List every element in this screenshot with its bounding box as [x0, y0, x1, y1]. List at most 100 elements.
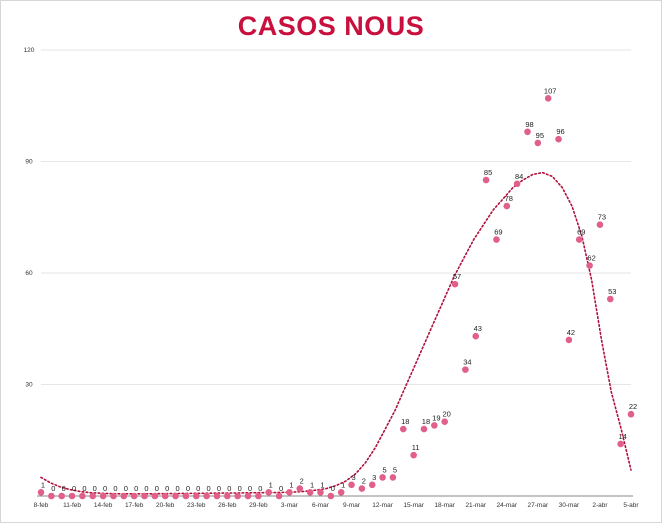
data-label: 1: [289, 480, 293, 489]
data-point: [627, 410, 635, 418]
data-point: [130, 492, 138, 500]
data-label: 1: [269, 480, 273, 489]
data-point: [534, 139, 542, 147]
data-point: [420, 425, 428, 433]
data-point: [399, 425, 407, 433]
data-point: [524, 128, 531, 136]
data-label: 0: [72, 484, 76, 493]
data-label: 18: [422, 417, 430, 426]
data-label: 1: [341, 480, 345, 489]
data-point: [544, 95, 552, 102]
data-label: 62: [587, 254, 595, 263]
data-label: 69: [577, 228, 585, 237]
data-label: 0: [155, 484, 159, 493]
data-point: [617, 440, 624, 448]
data-label: 0: [196, 484, 200, 493]
y-tick-label: 90: [25, 159, 33, 166]
data-label: 5: [393, 465, 397, 474]
data-point: [182, 492, 190, 500]
x-tick-label: 23-feb: [187, 502, 206, 509]
data-label: 95: [536, 131, 544, 140]
data-label: 19: [432, 413, 440, 422]
data-label: 0: [175, 484, 179, 493]
data-point: [348, 481, 355, 489]
x-tick-label: 21-mar: [465, 502, 486, 509]
x-tick-label: 5-abr: [623, 502, 639, 509]
data-point: [389, 474, 397, 481]
data-label: 0: [124, 484, 128, 493]
data-point: [89, 492, 97, 500]
data-label: 107: [544, 86, 557, 95]
data-point: [99, 492, 107, 500]
y-tick-label: 120: [24, 47, 35, 54]
data-point: [234, 492, 241, 500]
data-label: 42: [567, 328, 575, 337]
data-point: [120, 492, 128, 500]
y-tick-label: 30: [25, 382, 33, 389]
data-label: 2: [362, 477, 366, 486]
data-label: 0: [144, 484, 148, 493]
data-point: [151, 492, 159, 500]
data-point: [68, 492, 76, 500]
data-point: [379, 474, 386, 481]
data-point: [555, 135, 562, 143]
data-label: 53: [608, 287, 616, 296]
data-label: 0: [248, 484, 252, 493]
data-label: 3: [372, 473, 376, 482]
data-point: [244, 492, 252, 500]
data-point: [110, 492, 117, 500]
data-label: 57: [453, 272, 461, 281]
data-point: [441, 418, 448, 425]
data-label: 98: [525, 120, 533, 129]
data-label: 22: [629, 402, 637, 411]
data-point: [586, 262, 593, 269]
x-tick-label: 2-abr: [592, 502, 608, 509]
x-tick-label: 26-feb: [218, 502, 237, 509]
x-tick-label: 9-mar: [343, 502, 361, 509]
data-point: [503, 202, 511, 210]
data-label: 96: [556, 127, 564, 136]
data-point: [368, 481, 376, 489]
x-tick-label: 12-mar: [372, 502, 393, 509]
data-label: 20: [443, 410, 451, 419]
data-point: [161, 492, 169, 500]
data-label: 1: [310, 480, 314, 489]
x-tick-label: 14-feb: [94, 502, 113, 509]
data-point: [213, 492, 221, 500]
data-label: 0: [113, 484, 117, 493]
x-tick-label: 15-mar: [403, 502, 424, 509]
data-label: 0: [62, 484, 66, 493]
chart-title: CASOS NOUS: [237, 11, 425, 41]
data-label: 2: [300, 477, 304, 486]
data-label: 0: [93, 484, 97, 493]
x-tick-label: 29-feb: [249, 502, 268, 509]
data-label: 11: [412, 443, 420, 452]
x-tick-label: 17-feb: [125, 502, 144, 509]
data-label: 84: [515, 172, 523, 181]
data-label: 34: [463, 358, 471, 367]
data-point: [451, 280, 459, 288]
data-label: 0: [51, 484, 55, 493]
x-tick-label: 20-feb: [156, 502, 175, 509]
data-label: 0: [238, 484, 242, 493]
data-label: 1: [41, 480, 45, 489]
data-label: 0: [165, 484, 169, 493]
data-label: 0: [258, 484, 262, 493]
data-label: 0: [82, 484, 86, 493]
x-tick-label: 3-mar: [281, 502, 299, 509]
data-point: [172, 492, 179, 500]
y-tick-label: 60: [25, 270, 33, 277]
data-label: 78: [505, 194, 513, 203]
data-point: [606, 295, 614, 303]
x-tick-label: 8-feb: [34, 502, 49, 509]
data-label: 0: [103, 484, 107, 493]
data-point: [296, 485, 304, 492]
data-point: [482, 176, 490, 184]
data-point: [337, 488, 345, 496]
data-point: [255, 492, 262, 500]
data-point: [265, 488, 273, 496]
data-label: 73: [598, 213, 606, 222]
data-point: [493, 236, 500, 243]
